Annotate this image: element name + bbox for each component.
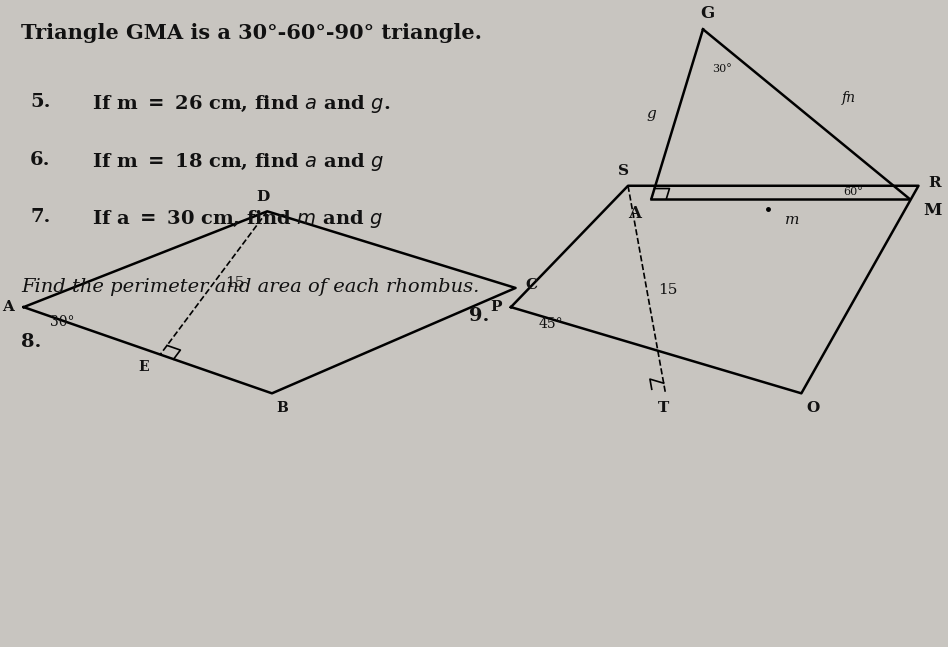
Text: T: T [658, 401, 669, 415]
Text: G: G [701, 5, 715, 21]
Text: 15: 15 [225, 276, 245, 290]
Text: If m $\mathbf{=}$ 26 cm, find $\mathit{a}$ and $\mathit{g}$.: If m $\mathbf{=}$ 26 cm, find $\mathit{a… [92, 93, 391, 115]
Text: fn: fn [842, 91, 856, 105]
Text: g: g [647, 107, 656, 121]
Text: D: D [256, 190, 269, 204]
Text: C: C [525, 278, 538, 292]
Text: Triangle GMA is a 30°-60°-90° triangle.: Triangle GMA is a 30°-60°-90° triangle. [21, 23, 482, 43]
Text: m: m [785, 213, 799, 226]
Text: Find the perimeter and area of each rhombus.: Find the perimeter and area of each rhom… [21, 278, 479, 296]
Text: M: M [923, 202, 941, 219]
Text: 7.: 7. [30, 208, 50, 226]
Text: S: S [618, 164, 629, 178]
Text: 30°: 30° [50, 315, 74, 329]
Text: 6.: 6. [30, 151, 50, 169]
Text: A: A [629, 205, 641, 222]
Text: B: B [277, 401, 288, 415]
Text: P: P [490, 300, 501, 314]
Text: 30°: 30° [712, 65, 732, 74]
Text: 15: 15 [658, 283, 678, 296]
Text: R: R [928, 175, 940, 190]
Text: 9.: 9. [468, 307, 489, 325]
Text: E: E [138, 360, 149, 374]
Text: O: O [806, 401, 819, 415]
Text: If a $\mathbf{=}$ 30 cm, find $\mathit{m}$ and $\mathit{g}$: If a $\mathbf{=}$ 30 cm, find $\mathit{m… [92, 208, 384, 230]
Text: 5.: 5. [30, 93, 50, 111]
Text: 8.: 8. [21, 333, 41, 351]
Text: If m $\mathbf{=}$ 18 cm, find $\mathit{a}$ and $\mathit{g}$: If m $\mathbf{=}$ 18 cm, find $\mathit{a… [92, 151, 385, 173]
Text: 45°: 45° [539, 316, 564, 331]
Text: A: A [3, 300, 14, 314]
Text: 60°: 60° [844, 187, 864, 197]
